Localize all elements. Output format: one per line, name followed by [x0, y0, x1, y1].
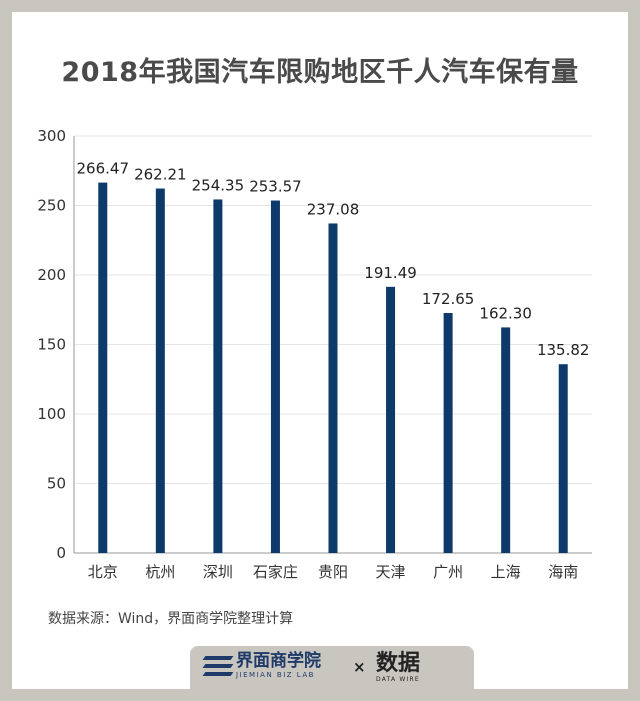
y-tick-label: 300 — [37, 127, 66, 145]
bar-3 — [270, 200, 280, 553]
y-tick-label: 250 — [37, 197, 66, 215]
y-tick-label: 0 — [56, 544, 66, 562]
data-label: 254.35 — [192, 176, 245, 194]
data-wire-logo: 数据 DATA WIRE — [376, 650, 420, 684]
bar-5 — [386, 286, 396, 553]
x-tick-label: 上海 — [491, 563, 521, 581]
y-tick-label: 200 — [37, 266, 66, 284]
data-wire-brand-name: 数据 — [376, 650, 421, 676]
footer-brand-bar: 界面商学院 JIEMIAN BIZ LAB × 数据 DATA WIRE — [190, 646, 474, 689]
x-tick-label: 天津 — [376, 563, 406, 581]
brand-separator: × — [353, 658, 366, 676]
bar-chart: 0 50 100 150 200 250 300 266.47 北京 262.21 杭州 254.35… — [37, 127, 592, 581]
bar-4 — [328, 223, 338, 553]
x-tick-label: 石家庄 — [253, 563, 298, 581]
jiemian-brand-sub: JIEMIAN BIZ LAB — [236, 671, 315, 679]
bar-6 — [443, 313, 453, 553]
x-tick-label: 海南 — [548, 563, 578, 581]
bar-0 — [98, 182, 108, 554]
jiemian-logo: 界面商学院 JIEMIAN BIZ LAB — [202, 651, 321, 680]
x-tick-label: 贵阳 — [318, 563, 348, 581]
bar-1 — [155, 188, 165, 553]
jiemian-brand-name: 界面商学院 — [236, 651, 321, 671]
y-tick-label: 150 — [37, 336, 66, 354]
data-wire-brand-sub: DATA WIRE — [376, 676, 420, 683]
source-note: 数据来源：Wind，界面商学院整理计算 — [48, 611, 294, 627]
x-tick-label: 北京 — [88, 563, 118, 581]
jiemian-mark-icon — [202, 654, 234, 678]
bar-7 — [501, 327, 511, 553]
chart-card: 2018年我国汽车限购地区千人汽车保有量 0 50 100 150 200 250 300 2… — [12, 12, 628, 689]
data-label: 266.47 — [77, 160, 130, 178]
data-label: 237.08 — [307, 200, 360, 218]
bar-2 — [213, 199, 223, 554]
y-tick-label: 50 — [47, 475, 66, 493]
data-label: 135.82 — [537, 341, 590, 359]
data-label: 253.57 — [249, 178, 302, 196]
data-label: 191.49 — [364, 264, 417, 282]
bar-8 — [558, 364, 568, 553]
x-tick-label: 广州 — [433, 563, 463, 581]
data-label: 172.65 — [422, 290, 475, 308]
chart-title: 2018年我国汽车限购地区千人汽车保有量 — [61, 57, 579, 88]
data-label: 162.30 — [479, 304, 532, 322]
x-tick-label: 深圳 — [203, 563, 233, 581]
y-tick-label: 100 — [37, 405, 66, 423]
data-label: 262.21 — [134, 166, 187, 184]
x-tick-label: 杭州 — [145, 563, 175, 581]
